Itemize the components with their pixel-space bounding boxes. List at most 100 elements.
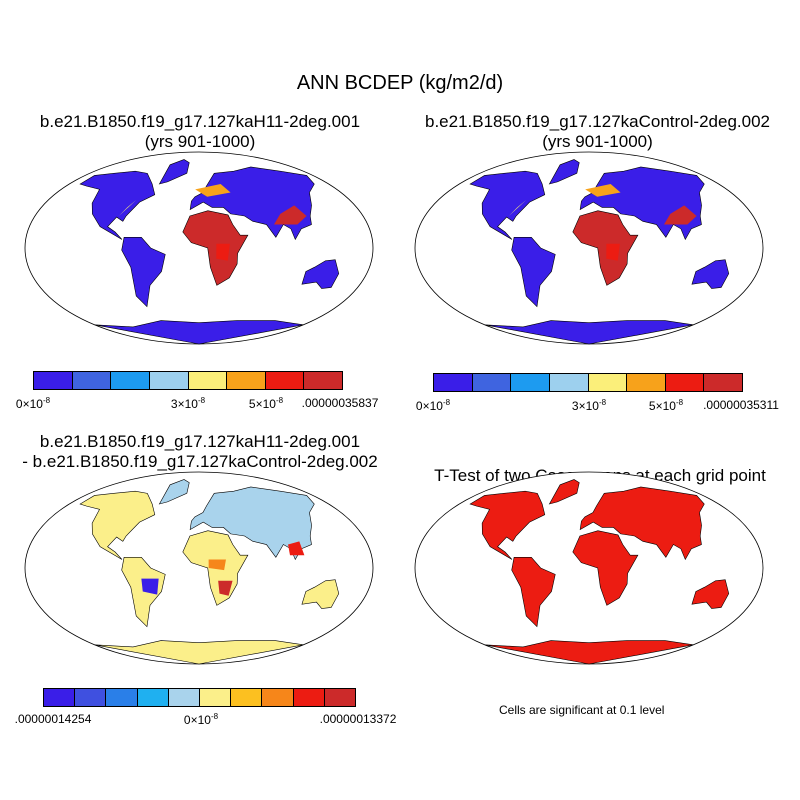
land-na — [79, 170, 156, 240]
main-title: ANN BCDEP (kg/m2/d) — [296, 72, 504, 94]
land-australia — [301, 579, 340, 609]
land-africa — [182, 210, 249, 286]
colorbar-difference-tick-0: .00000014254 — [14, 712, 92, 726]
data-region — [208, 559, 226, 571]
land-antarctica — [484, 320, 694, 345]
panel-2-title: b.e21.B1850.f19_g17.127kaControl-2deg.00… — [415, 112, 780, 152]
land-antarctica — [484, 640, 694, 665]
colorbar-case1-tick-0: 0×10-8 — [15, 396, 51, 411]
colorbar-box — [293, 689, 325, 706]
colorbar-box — [44, 689, 76, 706]
colorbar-box — [137, 689, 169, 706]
panel-3-title: b.e21.B1850.f19_g17.127kaH11-2deg.001 - … — [5, 432, 395, 472]
panel-2-title-line1: b.e21.B1850.f19_g17.127kaControl-2deg.00… — [424, 112, 770, 131]
panel-3-title-line2: - b.e21.B1850.f19_g17.127kaControl-2deg.… — [22, 452, 378, 471]
map-frame — [414, 151, 764, 345]
land-antarctica — [94, 640, 304, 665]
colorbar-box — [265, 372, 305, 389]
land-australia — [691, 579, 730, 609]
colorbar-difference — [43, 688, 356, 707]
colorbar-box — [106, 689, 138, 706]
colorbar-box — [111, 372, 150, 389]
colorbar-box — [665, 374, 705, 391]
map-frame — [24, 151, 374, 345]
colorbar-box — [472, 374, 512, 391]
colorbar-case2-tick-3: .00000035311 — [703, 398, 779, 412]
significance-note: Cells are significant at 0.1 level — [499, 703, 665, 717]
data-region — [141, 578, 159, 595]
colorbar-case2-tick-2: 5×10-8 — [648, 398, 684, 413]
colorbar-box — [200, 689, 232, 706]
map-frame — [414, 471, 764, 665]
land-africa — [572, 530, 639, 606]
panel-1-title-line2: (yrs 901-1000) — [144, 132, 256, 151]
land-antarctica — [94, 320, 304, 345]
colorbar-case1-tick-3: .00000035837 — [301, 396, 379, 410]
data-region — [195, 184, 231, 197]
colorbar-box — [72, 372, 112, 389]
panel-1-title: b.e21.B1850.f19_g17.127kaH11-2deg.001 (y… — [25, 112, 375, 152]
data-region — [118, 200, 137, 216]
land-australia — [301, 259, 340, 289]
data-region — [273, 205, 307, 225]
data-region — [288, 541, 305, 556]
land-sa — [511, 557, 556, 628]
colorbar-case2-tick-1: 3×10-8 — [571, 398, 607, 413]
colorbar-case1-tick-2: 5×10-8 — [248, 396, 284, 411]
colorbar-box — [231, 689, 263, 706]
map-case1 — [24, 151, 374, 345]
colorbar-box — [227, 372, 266, 389]
land-australia — [691, 259, 730, 289]
colorbar-box — [511, 374, 550, 391]
map-case1-content — [24, 151, 374, 345]
land-na — [469, 170, 546, 240]
land-greenland — [158, 479, 190, 505]
colorbar-box — [627, 374, 666, 391]
data-region — [508, 200, 527, 216]
colorbar-box — [304, 372, 342, 389]
land-greenland — [158, 159, 190, 185]
map-case2-content — [414, 151, 764, 345]
colorbar-box — [324, 689, 356, 706]
land-africa — [572, 210, 639, 286]
land-na — [469, 490, 546, 560]
land-greenland — [548, 159, 580, 185]
data-region — [218, 580, 233, 596]
colorbar-box — [549, 374, 589, 391]
land-sa — [121, 237, 166, 308]
colorbar-box — [262, 689, 294, 706]
colorbar-case2-tick-0: 0×10-8 — [415, 398, 451, 413]
colorbar-box — [704, 374, 742, 391]
map-frame — [24, 471, 374, 665]
land-greenland — [548, 479, 580, 505]
panel-3-title-line1: b.e21.B1850.f19_g17.127kaH11-2deg.001 — [39, 432, 361, 451]
land-eurasia — [189, 486, 315, 561]
map-ttest-content — [414, 471, 764, 665]
map-difference-content — [24, 471, 374, 665]
colorbar-box — [434, 374, 473, 391]
data-region — [606, 243, 620, 261]
map-difference — [24, 471, 374, 665]
colorbar-box — [75, 689, 107, 706]
colorbar-box — [588, 374, 628, 391]
colorbar-box — [188, 372, 228, 389]
colorbar-box — [168, 689, 201, 706]
land-na — [79, 490, 156, 560]
colorbar-case2 — [433, 373, 743, 392]
panel-2-title-line2: (yrs 901-1000) — [542, 132, 653, 151]
colorbar-difference-tick-2: .00000013372 — [319, 712, 397, 726]
land-sa — [121, 557, 166, 628]
colorbar-box — [149, 372, 189, 389]
colorbar-difference-tick-1: 0×10-8 — [183, 712, 219, 727]
data-region — [216, 243, 230, 261]
colorbar-box — [34, 372, 73, 389]
land-sa — [511, 237, 556, 308]
map-case2 — [414, 151, 764, 345]
data-region — [663, 205, 697, 225]
land-eurasia — [579, 486, 705, 561]
map-ttest — [414, 471, 764, 665]
colorbar-case1 — [33, 371, 343, 390]
data-region — [585, 184, 621, 197]
colorbar-case1-tick-1: 3×10-8 — [170, 396, 206, 411]
panel-1-title-line1: b.e21.B1850.f19_g17.127kaH11-2deg.001 — [39, 112, 361, 131]
